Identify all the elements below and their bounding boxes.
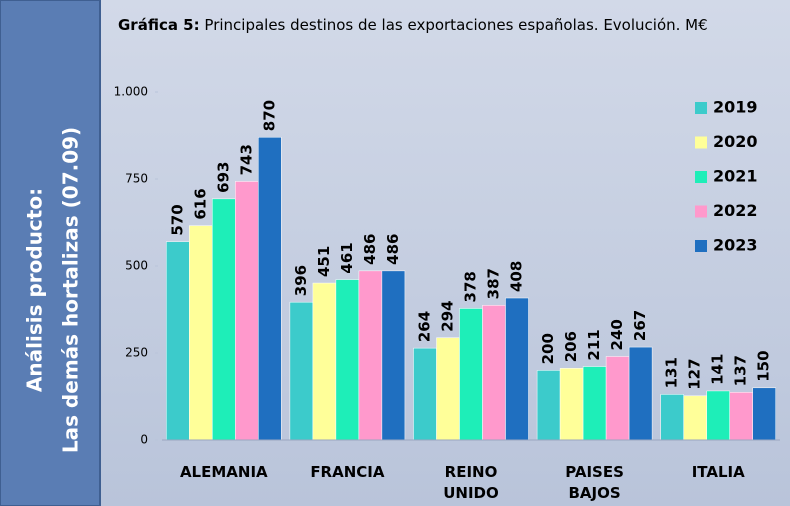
data-label: 378 bbox=[462, 271, 480, 302]
title-text: Principales destinos de las exportacione… bbox=[204, 16, 707, 34]
bar bbox=[189, 225, 213, 441]
side-title: Análisis producto: bbox=[23, 188, 47, 392]
bar bbox=[582, 366, 607, 441]
bar bbox=[706, 390, 730, 441]
data-label: 200 bbox=[539, 333, 557, 364]
legend-label: 2020 bbox=[713, 132, 758, 151]
side-panel bbox=[0, 0, 101, 506]
legend-label: 2021 bbox=[713, 167, 758, 186]
y-tick-label: 1.000 bbox=[114, 85, 148, 99]
bar bbox=[605, 356, 630, 441]
y-tick-label: 0 bbox=[140, 433, 148, 447]
side-subtitle: Las demás hortalizas (07.09) bbox=[59, 127, 83, 453]
data-label: 141 bbox=[709, 354, 727, 385]
bar bbox=[258, 136, 282, 441]
legend-label: 2022 bbox=[713, 201, 758, 220]
bar bbox=[536, 370, 561, 441]
data-label: 127 bbox=[686, 358, 704, 389]
bar bbox=[413, 347, 437, 441]
bar bbox=[358, 270, 383, 441]
bar bbox=[436, 337, 460, 441]
bar bbox=[312, 282, 337, 441]
data-label: 137 bbox=[732, 355, 750, 386]
data-label: 693 bbox=[214, 162, 232, 193]
data-label: 570 bbox=[168, 204, 186, 235]
data-label: 451 bbox=[315, 246, 333, 277]
data-label: 461 bbox=[338, 242, 356, 273]
bar bbox=[628, 346, 653, 441]
data-label: 408 bbox=[508, 261, 526, 292]
data-label: 294 bbox=[439, 300, 457, 331]
data-label: 131 bbox=[663, 357, 681, 388]
x-tick-label: FRANCIA bbox=[310, 463, 385, 481]
bar bbox=[459, 308, 483, 441]
bar bbox=[505, 297, 529, 441]
data-label: 240 bbox=[608, 319, 626, 350]
x-tick-label: ITALIA bbox=[692, 463, 745, 481]
data-label: 486 bbox=[384, 234, 402, 265]
bar bbox=[289, 301, 314, 441]
data-label: 150 bbox=[755, 350, 773, 381]
title-prefix: Gráfica 5: bbox=[118, 16, 200, 34]
y-tick-label: 500 bbox=[125, 259, 148, 273]
data-label: 264 bbox=[416, 311, 434, 342]
legend-swatch bbox=[695, 102, 707, 114]
data-label: 206 bbox=[562, 331, 580, 362]
data-label: 211 bbox=[585, 329, 603, 360]
bar bbox=[683, 395, 707, 441]
data-label: 267 bbox=[631, 310, 649, 341]
x-tick-label: ALEMANIA bbox=[180, 463, 268, 481]
data-label: 743 bbox=[237, 144, 255, 175]
y-tick-label: 250 bbox=[125, 346, 148, 360]
legend-label: 2023 bbox=[713, 236, 758, 255]
bar bbox=[381, 270, 406, 441]
legend-swatch bbox=[695, 240, 707, 252]
bar bbox=[559, 368, 584, 441]
chart-title: Gráfica 5: Principales destinos de las e… bbox=[118, 16, 708, 34]
bar bbox=[729, 392, 753, 441]
bar bbox=[212, 198, 236, 441]
data-label: 387 bbox=[485, 268, 503, 299]
data-label: 870 bbox=[260, 100, 278, 131]
bar bbox=[660, 394, 684, 441]
legend-label: 2019 bbox=[713, 98, 758, 117]
bar bbox=[335, 279, 360, 441]
bar bbox=[752, 387, 776, 441]
data-label: 396 bbox=[292, 265, 310, 296]
bar bbox=[482, 305, 506, 441]
y-tick-label: 750 bbox=[125, 172, 148, 186]
data-label: 486 bbox=[361, 234, 379, 265]
bar bbox=[235, 181, 259, 441]
x-tick-label: PAISES BAJOS bbox=[565, 463, 624, 502]
legend-swatch bbox=[695, 171, 707, 183]
legend-swatch bbox=[695, 136, 707, 149]
legend-swatch bbox=[695, 205, 707, 218]
data-label: 616 bbox=[191, 188, 209, 219]
x-tick-label: REINO UNIDO bbox=[443, 463, 499, 502]
bar bbox=[166, 241, 190, 441]
